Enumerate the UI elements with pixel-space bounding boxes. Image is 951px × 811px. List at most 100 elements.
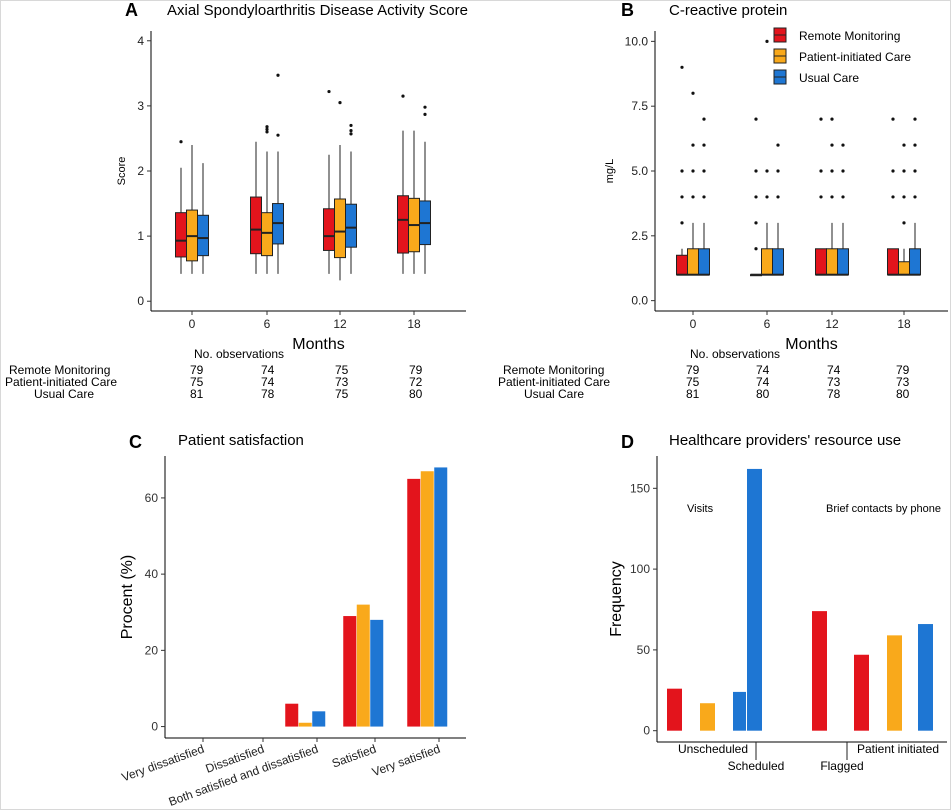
chart-b-outlier-point [754,195,758,199]
chart-c-bar [312,711,326,727]
chart-b-outlier-point [691,195,695,199]
chart-b-outlier-point [691,91,695,95]
chart-a-outlier-point [276,133,280,137]
obs-a-group-patient: Patient-initiated Care [5,375,118,389]
chart-b-outlier-point [702,143,706,147]
chart-b-outlier-point [776,169,780,173]
chart-b-outlier-point [702,169,706,173]
obs-b-cell: 79 [896,363,910,377]
obs-b-cell: 78 [827,387,841,401]
chart-b-outlier-point [754,221,758,225]
obs-b-cell: 81 [686,387,700,401]
chart-a-outlier-point [327,89,331,94]
chart-b-box [815,248,827,276]
chart-a-y-tick-label: 4 [137,34,144,48]
chart-b-outlier-point [830,143,834,147]
chart-b-outlier-point [891,169,895,173]
obs-b-cell: 80 [756,387,770,401]
chart-b-outlier-point [891,195,895,199]
chart-c-y-axis-label: Procent (%) [119,555,136,639]
chart-c-x-tick-label: Very dissatisfied [120,742,206,785]
chart-b-box [772,248,784,276]
chart-a-box [250,196,262,255]
chart-b-y-tick-label: 0.0 [631,294,648,308]
chart-b-box [909,248,921,276]
chart-b-x-tick-label: 18 [897,317,911,331]
panel-title-d: Healthcare providers' resource use [669,432,902,449]
chart-b-outlier-point [830,195,834,199]
chart-a-y-tick-label: 1 [137,229,144,243]
chart-d-bar [887,635,902,731]
chart-a-x-axis-label: Months [292,336,344,353]
chart-b-y-tick-label: 5.0 [631,164,648,178]
chart-c-bar [407,478,421,727]
chart-b-outlier-point [830,169,834,173]
chart-b-outlier-point [691,169,695,173]
chart-b-outlier-point [680,221,684,225]
chart-b-x-axis-label: Months [785,336,837,353]
chart-b-outlier-point [754,247,758,251]
chart-b-y-tick-label: 10.0 [625,34,649,48]
chart-b-outlier-point [776,143,780,147]
chart-b-outlier-point [841,143,845,147]
chart-c-y-tick-label: 40 [145,567,159,581]
obs-a-cell: 81 [190,387,204,401]
observations-b-header: No. observations [690,347,781,361]
chart-d-y-tick-label: 0 [643,724,650,738]
panel-letter-c: C [129,432,142,452]
panel-letter-d: D [621,432,634,452]
chart-b-box [698,248,710,276]
chart-b-outlier-point [841,195,845,199]
chart-a-outlier-point [265,125,269,129]
obs-a-cell: 74 [261,363,275,377]
chart-c-bar [298,722,312,727]
obs-b-cell: 73 [896,375,910,389]
obs-a-cell: 79 [190,363,204,377]
obs-b-cell: 73 [827,375,841,389]
obs-b-cell: 75 [686,375,700,389]
obs-b-cell: 80 [896,387,910,401]
chart-a-outlier-point [265,130,269,134]
chart-a-box [197,214,209,257]
chart-a-box [261,212,273,257]
chart-d-bar [733,691,746,731]
chart-d-y-tick-label: 50 [637,643,651,657]
obs-a-cell: 74 [261,375,275,389]
chart-b-x-tick-label: 6 [764,317,771,331]
chart-a-y-axis-label: Score [116,157,128,186]
chart-c-bar [420,471,434,727]
chart-b-outlier-point [902,169,906,173]
chart-c-y-tick-label: 0 [151,720,158,734]
chart-a-box [397,195,409,254]
chart-b-outlier-point [902,143,906,147]
chart-b-outlier-point [754,169,758,173]
chart-d-annotation-visits: Visits [687,503,714,515]
chart-a-outlier-point [423,112,427,116]
obs-b-cell: 74 [756,375,770,389]
obs-a-cell: 75 [190,375,204,389]
chart-b-outlier-point [702,195,706,199]
chart-b-outlier-point [765,195,769,199]
chart-a-outlier-point [349,129,353,133]
obs-a-cell: 72 [409,375,423,389]
obs-a-group-remote: Remote Monitoring [9,363,111,377]
chart-d-y-axis-label: Frequency [608,561,625,637]
chart-d-x-tick-label: Patient initiated [857,742,939,756]
chart-b-x-tick-label: 12 [825,317,839,331]
chart-d-x-tick-label: Flagged [820,759,863,773]
chart-b-box [898,261,910,276]
chart-d-bar [854,654,869,731]
chart-b-outlier-point [765,169,769,173]
chart-d-bar [747,468,762,731]
chart-c-x-tick-label: Very satisfied [370,742,442,780]
chart-b-outlier-point [702,117,706,121]
chart-a-y-tick-label: 2 [137,164,144,178]
panel-title-a: Axial Spondyloarthritis Disease Activity… [167,2,468,19]
chart-c-y-tick-label: 60 [145,491,159,505]
chart-a-outlier-point [276,73,280,77]
chart-c-bar [434,467,448,727]
chart-a-outlier-point [349,123,353,128]
chart-d-x-tick-label: Unscheduled [678,742,748,756]
chart-b-box [676,254,688,276]
